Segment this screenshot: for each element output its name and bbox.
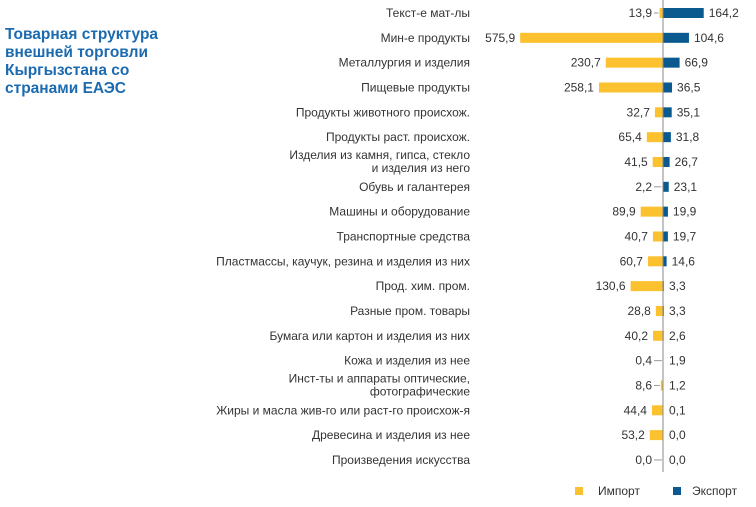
export-value-label: 66,9	[685, 56, 709, 70]
import-bar	[598, 82, 663, 93]
export-bar	[663, 156, 670, 167]
export-bar	[663, 256, 667, 267]
category-label: Разные пром. товары	[350, 304, 470, 318]
export-value-label: 1,2	[669, 378, 686, 392]
export-bar	[663, 57, 680, 68]
export-value-label: 36,5	[677, 80, 701, 94]
import-value-label: 53,2	[621, 428, 645, 442]
export-value-label: 19,9	[673, 205, 697, 219]
export-bar	[663, 132, 671, 143]
import-bar	[653, 330, 663, 341]
import-bar	[520, 32, 663, 43]
legend-label-export: Экспорт	[692, 484, 738, 498]
category-label: Мин-е продукты	[381, 31, 470, 45]
export-value-label: 1,9	[669, 354, 686, 368]
import-bar	[655, 305, 663, 316]
category-label: Пластмассы, каучук, резина и изделия из …	[216, 254, 470, 268]
export-bar	[663, 206, 668, 217]
export-bar	[663, 8, 704, 18]
export-bar	[663, 107, 672, 118]
import-bar	[659, 8, 663, 18]
export-value-label: 2,6	[669, 329, 686, 343]
import-bar	[649, 430, 663, 441]
category-label: Машины и оборудование	[329, 205, 470, 219]
export-bar	[663, 231, 668, 242]
chart-title: Товарная структура внешней торговли Кырг…	[5, 26, 159, 97]
import-value-label: 0,0	[635, 453, 652, 467]
import-bar	[640, 206, 663, 217]
import-value-label: 8,6	[635, 378, 652, 392]
import-value-label: 65,4	[618, 130, 642, 144]
category-label: Жиры и масла жив-го или раст-го происхож…	[216, 403, 470, 417]
export-value-label: 104,6	[694, 31, 724, 45]
import-value-label: 32,7	[627, 105, 651, 119]
category-label: Металлургия и изделия	[339, 56, 470, 70]
import-value-label: 60,7	[620, 254, 644, 268]
category-label: Обувь и галантерея	[359, 180, 470, 194]
import-bar	[630, 281, 663, 292]
import-bar	[654, 107, 663, 118]
import-value-label: 230,7	[571, 56, 601, 70]
import-value-label: 40,7	[625, 229, 649, 243]
legend-swatch-export	[673, 487, 681, 495]
category-label: Текст-е мат-лы	[386, 6, 470, 20]
export-value-label: 0,0	[669, 428, 686, 442]
category-label: Продукты раст. происхож.	[326, 130, 470, 144]
import-value-label: 41,5	[624, 155, 648, 169]
category-label: Произведения искусства	[332, 453, 470, 467]
import-value-label: 13,9	[629, 6, 653, 20]
import-bar	[647, 256, 663, 267]
export-value-label: 164,2	[709, 6, 739, 20]
export-value-label: 0,1	[669, 403, 686, 417]
import-bar	[646, 132, 663, 143]
category-label: Древесина и изделия из нее	[312, 428, 470, 442]
category-label: Транспортные средства	[337, 229, 471, 243]
export-value-label: 0,0	[669, 453, 686, 467]
import-value-label: 28,8	[627, 304, 651, 318]
export-bar	[663, 82, 673, 93]
import-value-label: 40,2	[625, 329, 649, 343]
export-value-label: 35,1	[677, 105, 701, 119]
import-value-label: 44,4	[624, 403, 648, 417]
import-bar	[660, 380, 663, 391]
category-label: фотографические	[370, 384, 470, 398]
export-value-label: 3,3	[669, 279, 686, 293]
import-bar	[652, 156, 663, 167]
import-value-label: 258,1	[564, 80, 594, 94]
export-value-label: 14,6	[672, 254, 696, 268]
import-value-label: 0,4	[635, 354, 652, 368]
legend-swatch-import	[575, 487, 583, 495]
category-label: Бумага или картон и изделия из них	[269, 329, 470, 343]
category-label: Инст-ты и аппараты оптические,	[289, 371, 470, 385]
import-bar	[652, 231, 663, 242]
import-value-label: 2,2	[635, 180, 652, 194]
legend-label-import: Импорт	[598, 484, 640, 498]
export-value-label: 19,7	[673, 229, 697, 243]
category-label: Продукты животного происхож.	[296, 105, 470, 119]
import-value-label: 89,9	[612, 205, 636, 219]
import-value-label: 575,9	[485, 31, 515, 45]
import-value-label: 130,6	[596, 279, 626, 293]
export-bar	[663, 32, 689, 43]
export-value-label: 23,1	[674, 180, 698, 194]
export-bar	[663, 181, 669, 192]
category-label: Пищевые продукты	[361, 80, 470, 94]
import-bar	[651, 405, 663, 416]
category-label: Изделия из камня, гипса, стекло	[289, 148, 470, 162]
import-bar	[605, 57, 663, 68]
category-label: Прод. хим. пром.	[376, 279, 470, 293]
export-value-label: 26,7	[675, 155, 699, 169]
category-label: Кожа и изделия из нее	[344, 354, 470, 368]
export-value-label: 31,8	[676, 130, 700, 144]
category-label: и изделия из него	[372, 161, 471, 175]
export-value-label: 3,3	[669, 304, 686, 318]
